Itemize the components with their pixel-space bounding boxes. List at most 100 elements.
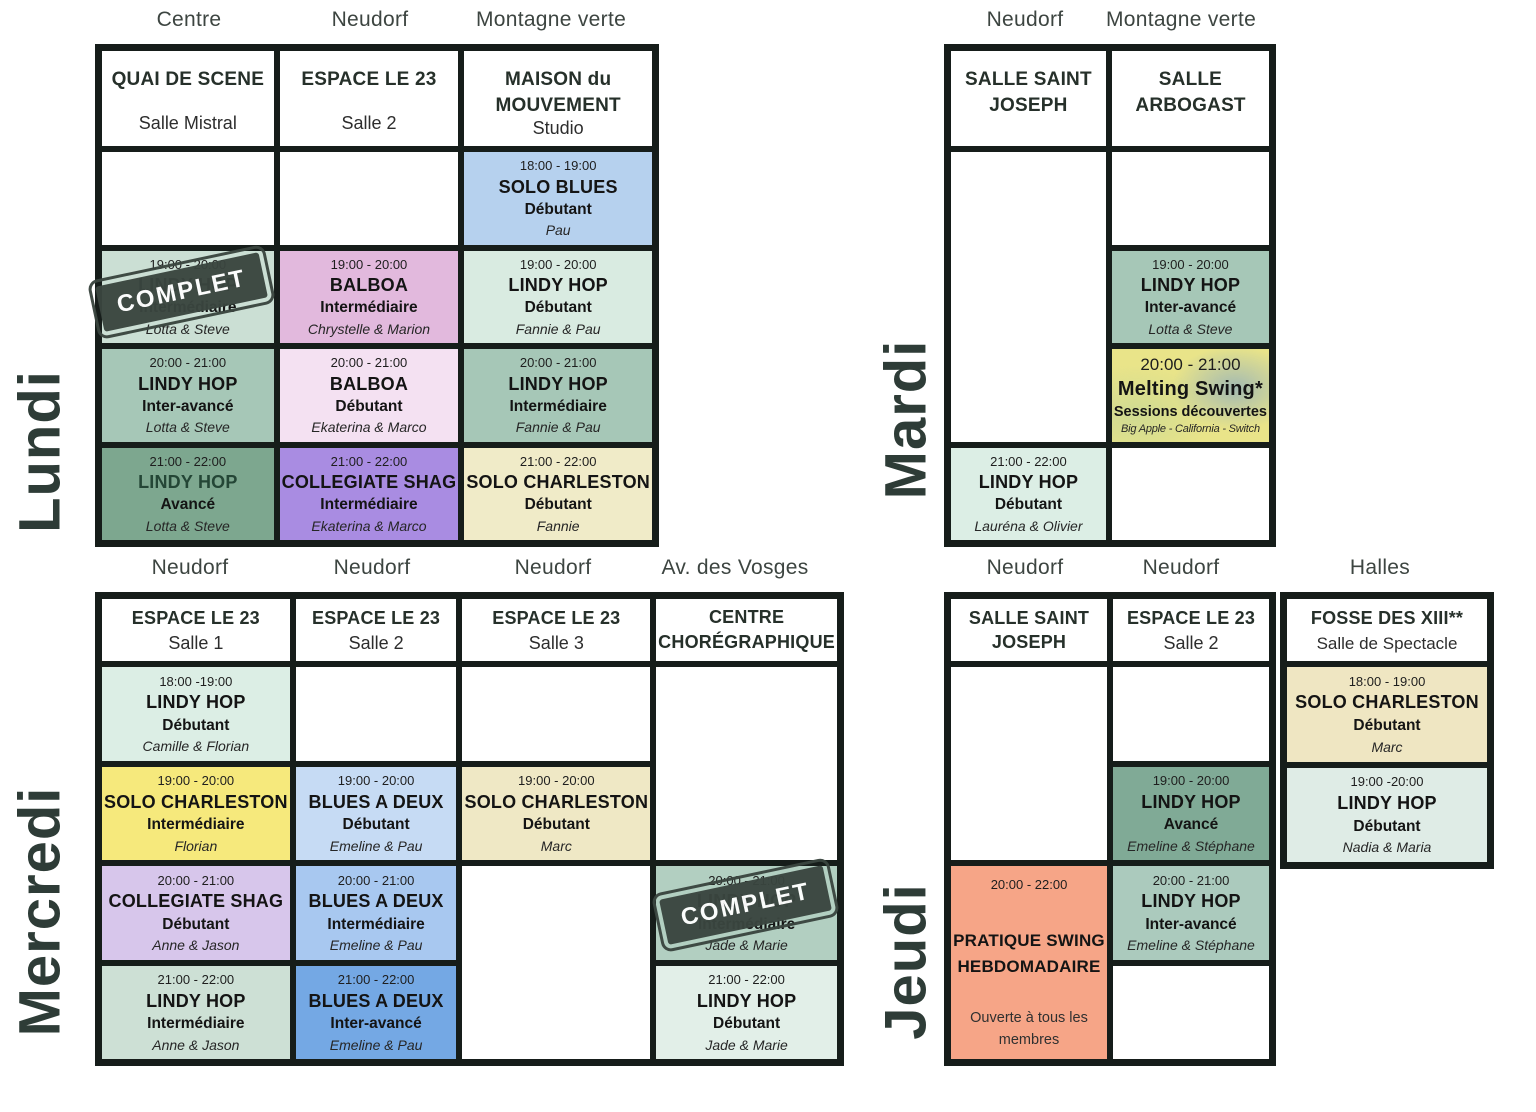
course-level: Inter-avancé	[142, 397, 234, 415]
time-range: 19:00 -20:00	[1350, 774, 1424, 790]
time-range: 20:00 - 21:00	[149, 355, 227, 371]
venue-room: Studio	[532, 118, 584, 139]
mardi-19h-lindy-hop-cell: 19:00 - 20:00 LINDY HOP Inter-avancé Lot…	[1111, 250, 1269, 343]
mercredi-20h-lindy-hop-complet-cell: 20:00 - 21:00 LINDY HOP Intermédiaire Ja…	[651, 852, 840, 960]
venue-maison-du-mouvement: MAISON du MOUVEMENT Studio	[464, 51, 652, 146]
empty-cell	[951, 667, 1107, 860]
course-title: PRATIQUE SWING HEBDOMADAIRE	[953, 931, 1105, 976]
venue-room: Salle 1	[168, 633, 224, 654]
course-teachers: Emeline & Stéphane	[1127, 937, 1255, 953]
mercredi-21h-lindy-hop-debutant-cell: 21:00 - 22:00 LINDY HOP Débutant Jade & …	[656, 965, 837, 1059]
course-level: Débutant	[713, 1015, 781, 1032]
course-teachers: Lauréna & Olivier	[974, 517, 1083, 534]
course-teachers: Ekaterina & Marco	[311, 419, 427, 436]
course-title: BLUES A DEUX	[308, 990, 444, 1011]
time-range: 21:00 - 22:00	[990, 453, 1067, 469]
venue-espace-le-23: ESPACE LE 23 Salle 2	[279, 51, 459, 146]
mercredi-19h-solo-charleston-cell: 19:00 - 20:00 SOLO CHARLESTON Intermédia…	[102, 766, 290, 860]
empty-cell	[462, 866, 651, 1059]
lundi-18h-solo-blues-cell: 18:00 - 19:00 SOLO BLUES Débutant Pau	[464, 152, 652, 245]
location-label: Neudorf	[986, 8, 1064, 31]
time-range: 20:00 - 22:00	[990, 877, 1068, 892]
venue-centre-choregraphique: CENTRE CHORÉGRAPHIQUE	[656, 599, 837, 661]
course-teachers: Lotta & Steve	[145, 320, 230, 337]
course-title: LINDY HOP	[696, 990, 797, 1011]
halles-schedule-table: FOSSE DES XIII** Salle de Spectacle 18:0…	[1280, 592, 1494, 869]
mercredi-19h-solo-charleston-debutant-cell: 19:00 - 20:00 SOLO CHARLESTON Débutant M…	[462, 766, 651, 860]
lundi-schedule-table: QUAI DE SCENE Salle Mistral ESPACE LE 23…	[87, 44, 659, 547]
time-range: 21:00 - 22:00	[708, 972, 785, 987]
lundi-21h-lindy-hop-avance-cell: 21:00 - 22:00 LINDY HOP Avancé Lotta & S…	[102, 447, 274, 540]
mardi-20h-melting-swing-cell: 20:00 - 21:00 Melting Swing* Sessions dé…	[1112, 349, 1269, 442]
location-label: Centre	[156, 8, 222, 31]
course-level: Débutant	[994, 496, 1063, 514]
empty-cell	[1113, 965, 1269, 1059]
lundi-21h-collegiate-shag-cell: 21:00 - 22:00 COLLEGIATE SHAG Intermédia…	[279, 447, 459, 540]
course-teachers: Ekaterina & Marco	[311, 517, 427, 534]
location-label: Neudorf	[151, 556, 229, 579]
course-level: Inter-avancé	[1145, 915, 1237, 933]
jeudi-20h-lindy-hop-inter-cell: 20:00 - 21:00 LINDY HOP Inter-avancé Eme…	[1113, 866, 1269, 960]
time-range: 20:00 - 21:00	[330, 355, 408, 371]
venue-name: ESPACE LE 23	[301, 69, 437, 90]
lundi-20h-lindy-hop-inter-cell: 20:00 - 21:00 LINDY HOP Intermédiaire Fa…	[464, 349, 652, 442]
course-title: BLUES A DEUX	[308, 791, 444, 812]
time-range: 18:00 - 19:00	[1348, 673, 1426, 689]
course-title: LINDY HOP	[978, 472, 1079, 493]
course-title: BALBOA	[329, 373, 409, 394]
venue-name: MAISON du MOUVEMENT	[495, 69, 621, 116]
course-level: Intermédiaire	[327, 915, 425, 933]
course-title: LINDY HOP	[508, 373, 608, 394]
empty-cell	[462, 667, 651, 761]
location-label: Neudorf	[514, 556, 592, 579]
course-level: Débutant	[1353, 817, 1421, 835]
day-label-lundi: Lundi	[7, 370, 73, 533]
mercredi-20h-collegiate-shag-cell: 20:00 - 21:00 COLLEGIATE SHAG Débutant A…	[102, 866, 290, 960]
course-note: Ouverte à tous les membres	[970, 1010, 1088, 1049]
course-level: Inter-avancé	[1144, 299, 1237, 317]
course-title: LINDY HOP	[146, 692, 246, 712]
course-teachers: Fannie & Pau	[515, 419, 601, 436]
mercredi-18h-lindy-hop-cell: 18:00 -19:00 LINDY HOP Débutant Camille …	[102, 667, 290, 761]
venue-salle-saint-joseph: SALLE SAINT JOSEPH	[951, 51, 1106, 146]
course-teachers: Pau	[545, 222, 571, 239]
course-teachers: Marc	[540, 837, 572, 854]
course-title: BALBOA	[329, 275, 409, 296]
course-title: LINDY HOP	[138, 472, 238, 493]
course-level: Inter-avancé	[330, 1015, 422, 1032]
lundi-20h-balboa-cell: 20:00 - 21:00 BALBOA Débutant Ekaterina …	[279, 349, 459, 442]
course-level: Intermédiaire	[147, 1015, 245, 1032]
time-range: 21:00 - 22:00	[149, 453, 227, 469]
course-title: Melting Swing*	[1117, 378, 1263, 401]
empty-cell	[1111, 447, 1269, 540]
venue-room: Salle 2	[341, 113, 397, 133]
course-title: LINDY HOP	[138, 373, 238, 394]
location-label: Neudorf	[1142, 556, 1220, 579]
time-range: 19:00 - 20:00	[1152, 256, 1229, 272]
time-range: 21:00 - 22:00	[330, 453, 408, 469]
course-level: Débutant	[162, 716, 230, 734]
time-range: 21:00 - 22:00	[337, 972, 415, 987]
time-range: 18:00 - 19:00	[519, 158, 597, 174]
course-level: Intermédiaire	[147, 816, 245, 833]
mercredi-schedule-table: ESPACE LE 23 Salle 1 ESPACE LE 23 Salle …	[95, 592, 844, 1066]
venue-fosse-des-xiii: FOSSE DES XIII** Salle de Spectacle	[1287, 599, 1487, 661]
course-title: SOLO CHARLESTON	[104, 791, 288, 812]
time-range: 21:00 - 22:00	[519, 453, 597, 469]
course-teachers: Emeline & Pau	[329, 1036, 423, 1053]
time-range: 18:00 -19:00	[159, 673, 233, 689]
venue-room: Salle 3	[528, 633, 584, 654]
jeudi-20h-pratique-swing-cell: 20:00 - 22:00 PRATIQUE SWING HEBDOMADAIR…	[951, 866, 1107, 1059]
venue-name: CENTRE CHORÉGRAPHIQUE	[658, 606, 835, 652]
halles-19h-lindy-hop-cell: 19:00 -20:00 LINDY HOP Débutant Nadia & …	[1287, 767, 1487, 862]
course-teachers: Emeline & Stéphane	[1127, 837, 1255, 854]
venue-name: ESPACE LE 23	[312, 607, 441, 628]
course-title: SOLO CHARLESTON	[466, 472, 650, 493]
time-range: 19:00 - 20:00	[337, 773, 415, 788]
course-level: Débutant	[342, 816, 410, 833]
course-title: LINDY HOP	[1141, 891, 1241, 911]
course-title: LINDY HOP	[1141, 791, 1241, 812]
course-level: Avancé	[160, 496, 216, 514]
empty-cell	[102, 152, 274, 245]
venue-room: Salle 2	[348, 633, 404, 654]
